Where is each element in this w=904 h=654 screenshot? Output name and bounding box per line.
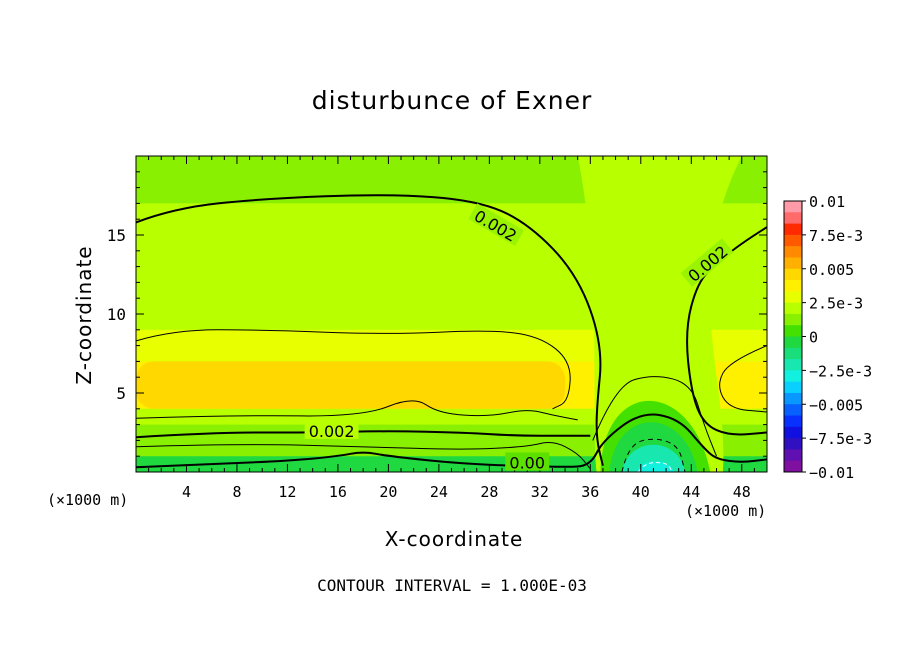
contour-right-core (719, 345, 767, 413)
x-unit-label-right: (×1000 m) (685, 502, 767, 520)
y-tick-label: 15 (107, 226, 126, 245)
colorbar-swatch (784, 347, 802, 360)
colorbar-swatch (784, 201, 802, 213)
colorbar-label: 0.01 (809, 193, 845, 211)
contour-label: 0.002 (309, 422, 355, 441)
contour-0.00 (136, 413, 767, 469)
colorbar-label: 0.005 (809, 261, 854, 279)
field-low-core (621, 444, 685, 472)
colorbar-swatch (784, 246, 802, 258)
colorbar-swatch (784, 302, 802, 315)
colorbar-swatch (784, 223, 802, 236)
contour-label-bg (505, 452, 550, 471)
y-tick-label: 10 (107, 305, 126, 324)
colorbar-swatch (784, 404, 802, 417)
colorbar-swatch (784, 392, 802, 405)
x-tick-label: 48 (733, 483, 751, 501)
colorbar-swatch (784, 426, 802, 439)
field-fill (136, 156, 767, 472)
colorbar-swatch (784, 460, 802, 473)
x-tick-label: 12 (278, 483, 296, 501)
field-trough (577, 156, 742, 472)
contour-interval-note: CONTOUR INTERVAL = 1.000E-03 (317, 576, 587, 595)
contour-label-group: 0.002 (304, 420, 359, 441)
colorbar-swatch (784, 359, 802, 371)
x-tick-label: 32 (531, 483, 549, 501)
contour-label-bg (680, 238, 734, 287)
contour-0.001 (136, 442, 591, 470)
contour-0.0025 (136, 400, 578, 421)
contour-trough (592, 376, 717, 457)
contour-0.002-upper (136, 194, 604, 466)
y-tick-label: 5 (116, 384, 126, 403)
colorbar-swatch (784, 212, 802, 225)
colorbar-swatch (784, 415, 802, 428)
colorbar-swatch (784, 234, 802, 247)
contour-0.002-lower (136, 430, 591, 439)
chart-title: disturbunce of Exner (311, 86, 593, 115)
colorbar-swatch (784, 268, 802, 281)
x-tick-label: 36 (581, 483, 599, 501)
contour-lines (136, 194, 767, 472)
contour-label-group: 0.00 (505, 452, 550, 473)
x-tick-label: 8 (232, 483, 241, 501)
x-axis-label: X-coordinate (384, 527, 524, 551)
x-tick-label: 16 (329, 483, 347, 501)
x-tick-label: 28 (480, 483, 498, 501)
x-unit-label-left: (×1000 m) (47, 491, 129, 509)
x-tick-label: 40 (632, 483, 650, 501)
colorbar-label: 2.5e-3 (809, 295, 863, 313)
colorbar-label: 7.5e-3 (809, 227, 863, 245)
contour-0.003 (136, 329, 571, 410)
field-feature (716, 369, 767, 409)
contour-label-bg (304, 420, 359, 439)
contour-label: 0.00 (509, 454, 545, 473)
x-tick-label: 24 (430, 483, 448, 501)
colorbar-label: −0.005 (809, 396, 863, 414)
colorbar-label: −0.01 (809, 464, 854, 482)
colorbar-swatch (784, 449, 802, 462)
colorbar-swatch (784, 313, 802, 326)
contour-label-bg (468, 203, 525, 246)
colorbar-swatch (784, 381, 802, 394)
colorbar-swatch (784, 370, 802, 383)
x-tick-label: 44 (682, 483, 700, 501)
colorbar-swatch (784, 291, 802, 304)
colorbar: 0.01 7.5e-3 0.005 2.5e-3 0 −2.5e-3 −0.005 −7.5e… (783, 193, 872, 482)
x-tick-label: 20 (379, 483, 397, 501)
colorbar-label: −2.5e-3 (809, 362, 872, 380)
colorbar-label: −7.5e-3 (809, 430, 872, 448)
colorbar-swatch (784, 336, 802, 349)
x-tick-label: 4 (182, 483, 191, 501)
field-feature (136, 361, 566, 409)
colorbar-swatch (784, 257, 802, 270)
colorbar-label: 0 (809, 329, 818, 347)
colorbar-swatch (784, 280, 802, 292)
colorbar-swatch (784, 438, 802, 450)
colorbar-swatch (784, 325, 802, 337)
